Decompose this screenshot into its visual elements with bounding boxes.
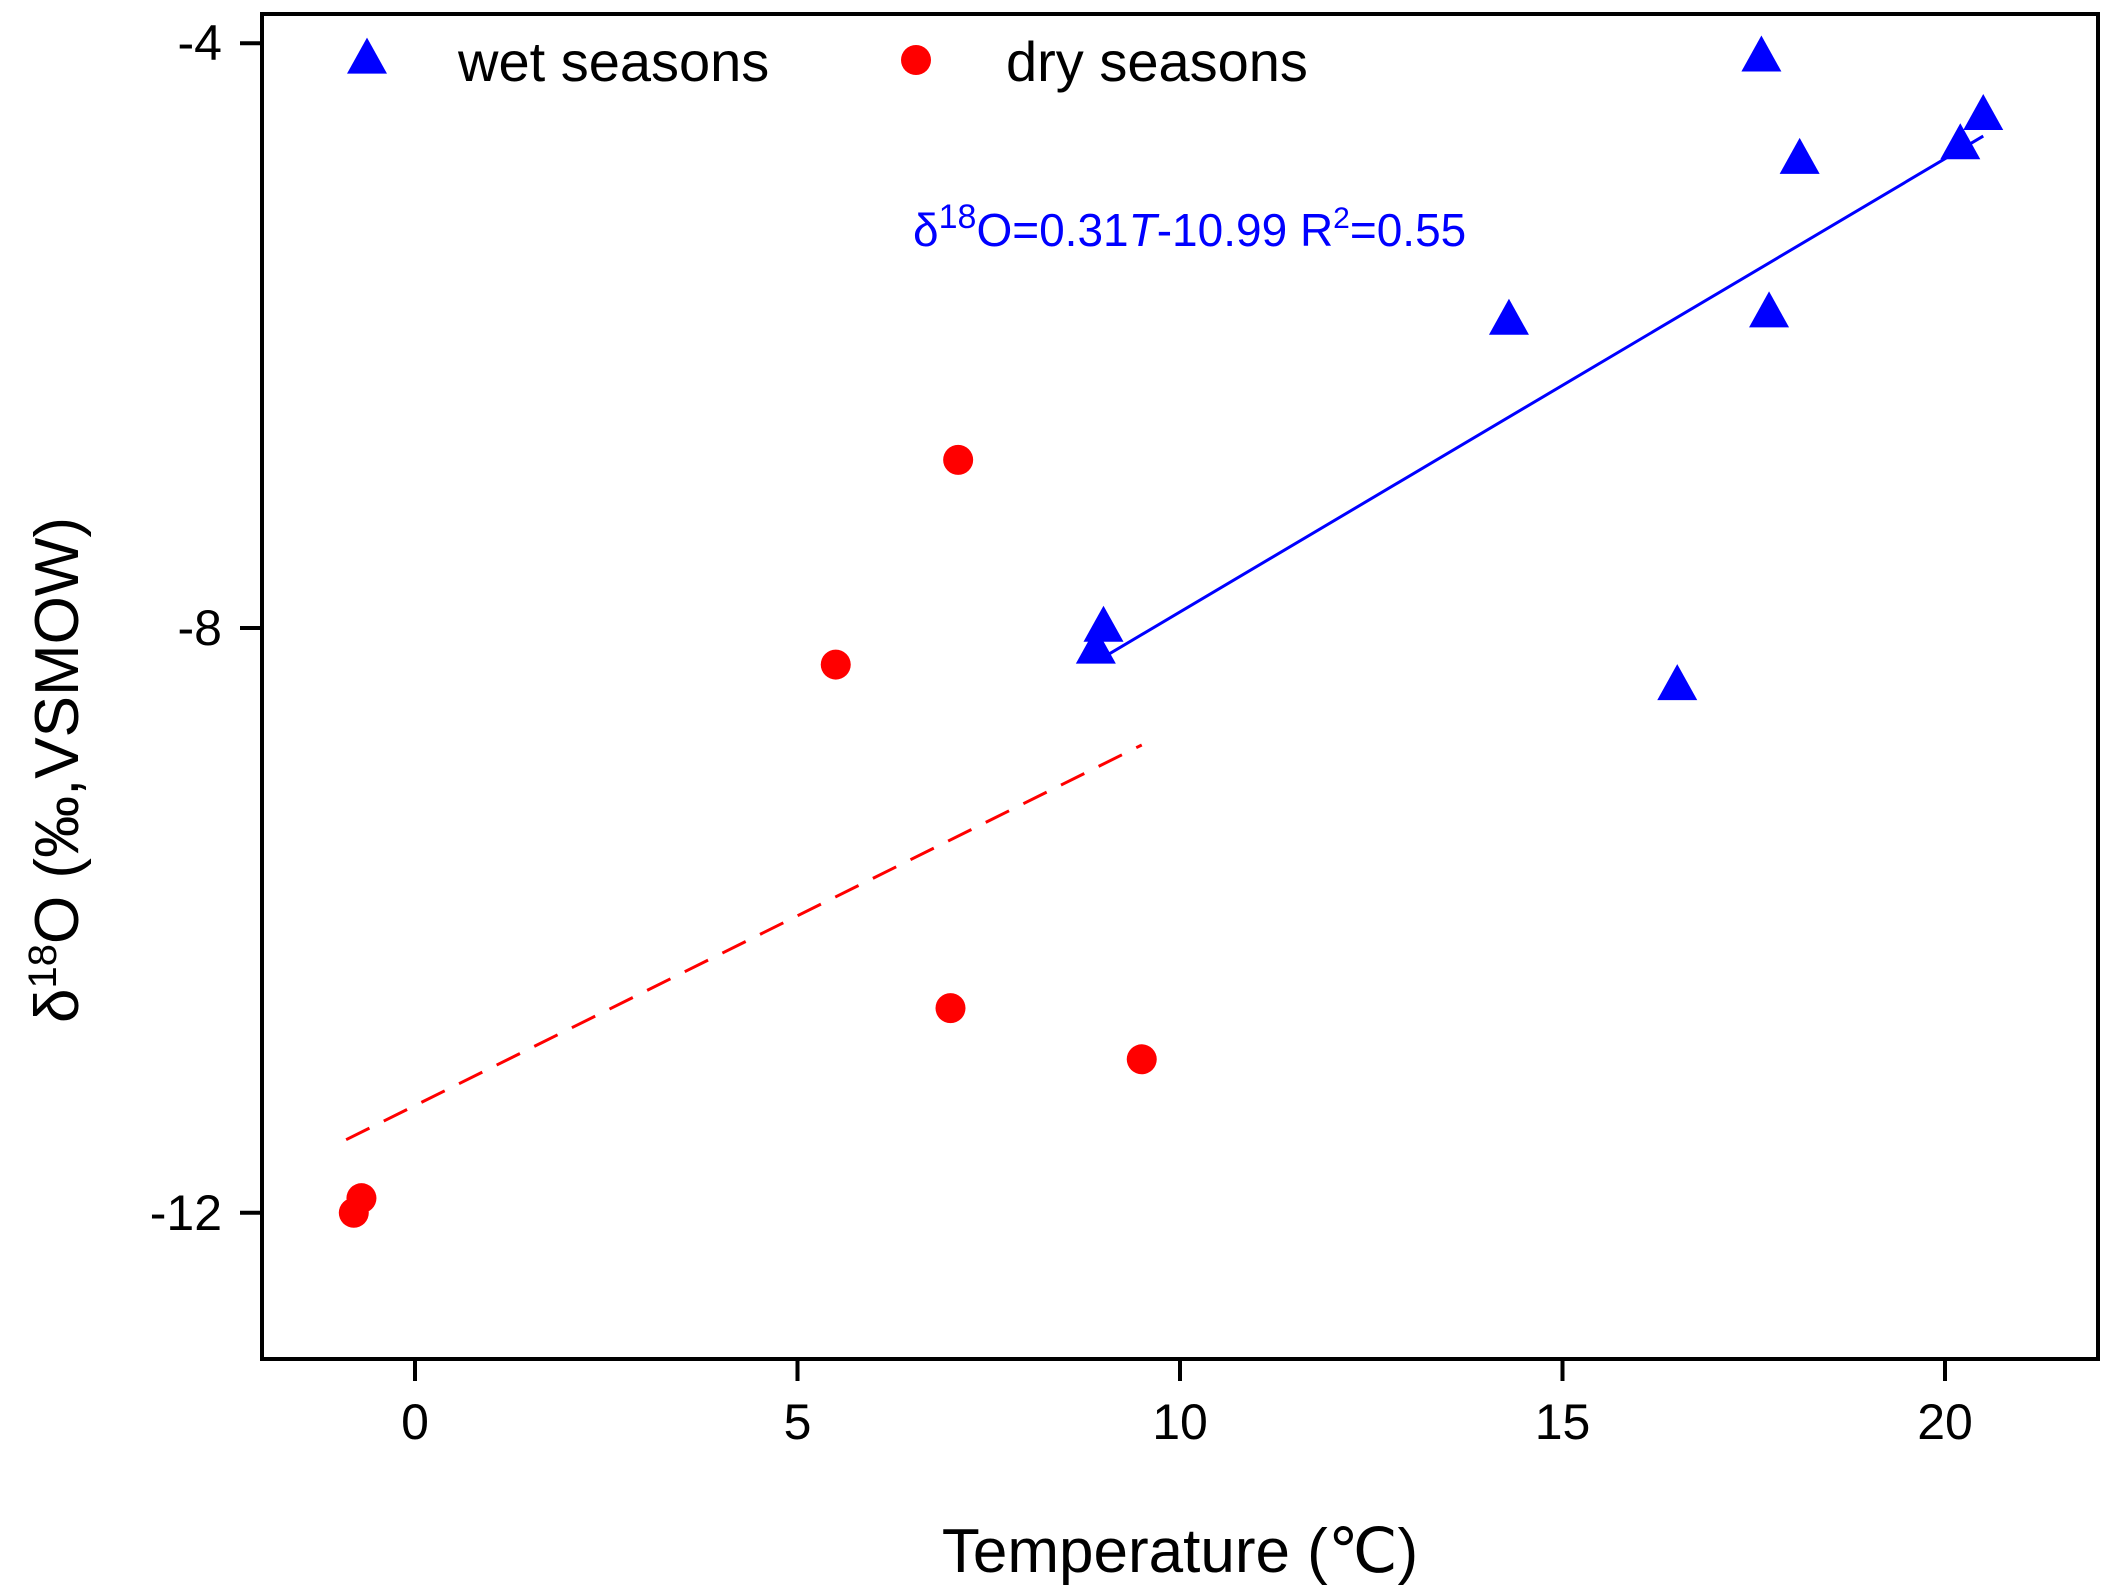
dry-seasons-point [943,444,974,475]
data-markers [338,35,2004,1228]
x-axis-title: Temperature (℃) [942,1517,1418,1586]
legend: wet seasons dry seasons [347,30,1308,93]
wet-seasons-point [1741,35,1782,72]
dry-seasons-point [1126,1044,1157,1075]
dry-seasons-fit-line [345,743,1143,1142]
legend-wet-seasons-label: wet seasons [457,30,769,93]
dry-seasons-point [338,1197,369,1228]
axes: 0 5 10 15 20 -4 -8 -12 [150,15,1973,1450]
dry-seasons-point [935,993,966,1024]
x-tick-label: 15 [1535,1394,1591,1450]
wet-seasons-point [1749,291,1790,328]
x-tick-label: 0 [401,1394,429,1450]
y-tick-label: -4 [178,15,222,71]
regression-equation: δ18O=0.31T-10.99 R2=0.55 [913,198,1466,256]
legend-dry-seasons-label: dry seasons [1006,30,1308,93]
wet-seasons-point [1075,627,1116,664]
wet-seasons-point [1940,123,1981,160]
wet-seasons-point [1779,137,1820,174]
x-tick-label: 5 [784,1394,812,1450]
x-tick-label: 10 [1152,1394,1208,1450]
x-tick-label: 20 [1917,1394,1973,1450]
y-axis-title: δ18O (‰,VSMOW) [21,517,92,1023]
dry-seasons-point [820,649,851,680]
wet-seasons-fit-line [1095,134,1985,664]
legend-dry-seasons-marker [901,45,931,75]
wet-seasons-point [1657,664,1698,701]
fit-lines [345,134,1985,1142]
wet-seasons-point [1488,298,1529,335]
y-tick-label: -12 [150,1185,222,1241]
y-tick-label: -8 [178,600,222,656]
legend-wet-seasons-marker [347,37,387,74]
wet-seasons-point [1963,94,2004,131]
